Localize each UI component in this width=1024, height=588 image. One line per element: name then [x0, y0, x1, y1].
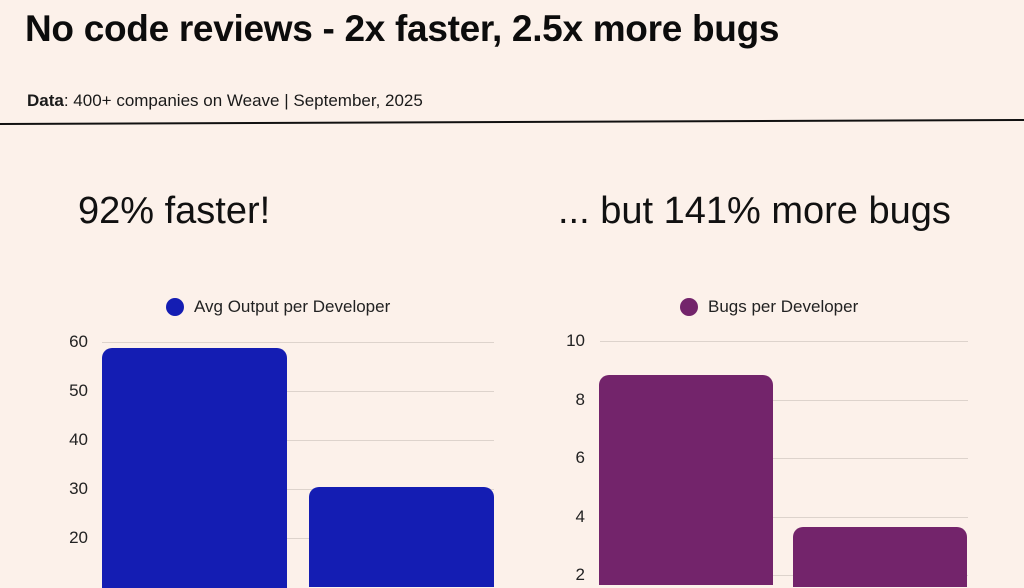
gridline	[102, 489, 494, 490]
gridline	[600, 341, 968, 342]
data-source-caption: Data: 400+ companies on Weave | Septembe…	[27, 91, 423, 111]
y-tick: 4	[575, 507, 585, 526]
output-bar-1	[102, 348, 287, 588]
bugs-bar-2	[793, 527, 967, 587]
y-tick: 60	[69, 332, 88, 351]
header-divider	[0, 119, 1024, 125]
y-tick: 10	[566, 331, 585, 350]
legend-dot-icon	[166, 298, 184, 316]
gridline	[600, 517, 968, 518]
y-tick: 50	[69, 381, 88, 400]
gridline	[102, 342, 494, 343]
y-tick: 20	[69, 528, 88, 547]
data-source-text: : 400+ companies on Weave | September, 2…	[63, 91, 423, 110]
data-source-label: Data	[27, 91, 64, 110]
right-headline: ... but 141% more bugs	[558, 190, 951, 232]
gridline	[102, 440, 494, 441]
y-tick: 2	[575, 565, 585, 584]
left-headline: 92% faster!	[78, 190, 271, 232]
bugs-bar-1	[599, 375, 773, 585]
page-title: No code reviews - 2x faster, 2.5x more b…	[25, 8, 780, 49]
y-tick: 8	[575, 390, 585, 409]
left-legend: Avg Output per Developer	[166, 297, 390, 317]
legend-dot-icon	[680, 298, 698, 316]
y-tick: 6	[575, 448, 585, 467]
left-legend-label: Avg Output per Developer	[194, 297, 391, 316]
gridline	[102, 538, 494, 539]
gridline	[600, 458, 968, 459]
y-tick: 40	[69, 430, 88, 449]
gridline	[102, 391, 494, 392]
output-bar-2	[309, 487, 494, 587]
gridline	[600, 400, 968, 401]
y-tick: 30	[69, 479, 88, 498]
right-legend: Bugs per Developer	[680, 297, 858, 317]
right-legend-label: Bugs per Developer	[708, 297, 859, 316]
